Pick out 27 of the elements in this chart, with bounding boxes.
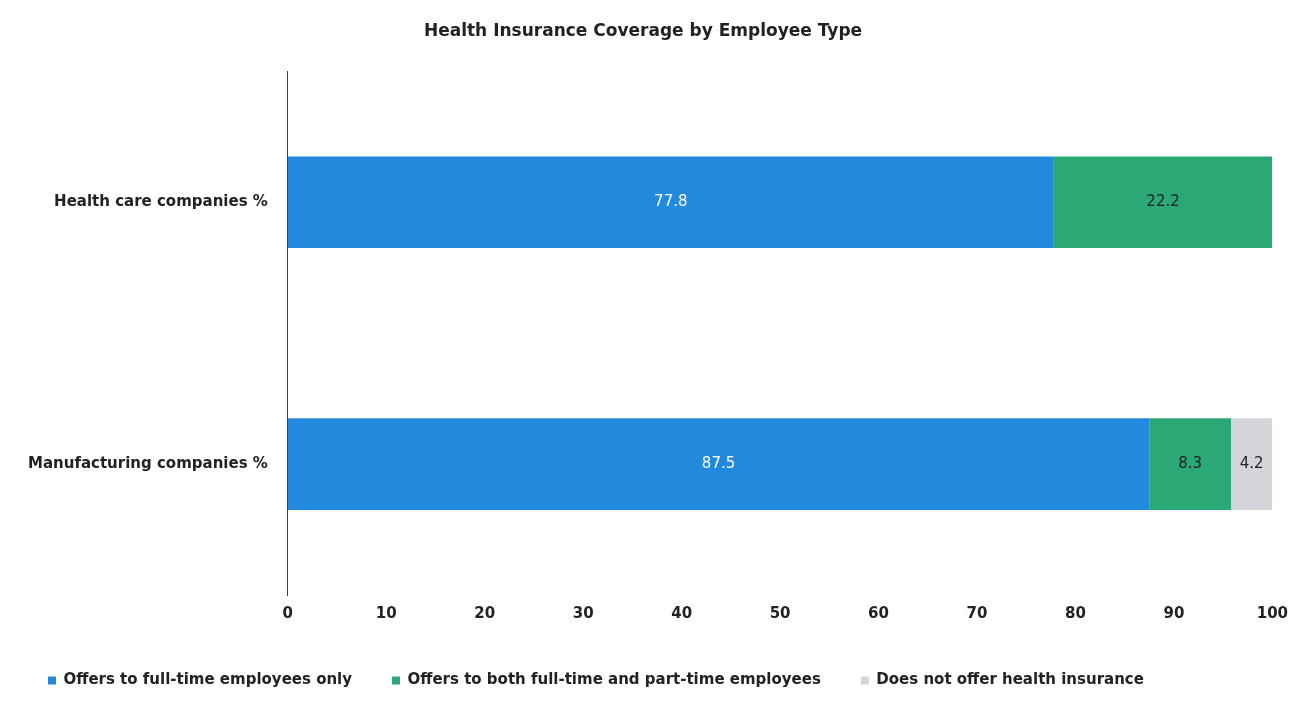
- x-tick-label: 80: [1065, 603, 1086, 622]
- x-tick-label: 60: [868, 603, 889, 622]
- bar: [287, 156, 1054, 249]
- legend-label: Offers to full-time employees only: [63, 670, 353, 689]
- bar: [1230, 418, 1273, 510]
- chart-title: Health Insurance Coverage by Employee Type: [423, 19, 863, 40]
- y-tick-label: Health care companies %: [54, 192, 268, 211]
- x-tick-label: 30: [572, 603, 594, 622]
- data-label: 4.2: [1239, 453, 1264, 472]
- x-tick-label: 0: [282, 603, 294, 622]
- x-tick-label: 10: [375, 603, 397, 622]
- bar: [1149, 418, 1231, 510]
- x-tick-label: 70: [966, 603, 988, 622]
- x-tick-label: 100: [1256, 603, 1288, 622]
- data-label: 87.5: [701, 453, 736, 472]
- bar: [287, 418, 1150, 510]
- data-label: 77.8: [654, 192, 688, 211]
- x-tick-label: 50: [769, 603, 791, 622]
- x-tick-label: 40: [671, 603, 693, 622]
- legend-label: Does not offer health insurance: [876, 670, 1144, 689]
- data-label: 22.2: [1146, 192, 1180, 211]
- x-tick-label: 90: [1163, 603, 1185, 622]
- x-tick-label: 20: [474, 603, 496, 622]
- bar: [1053, 156, 1273, 249]
- data-label: 8.3: [1178, 453, 1203, 472]
- legend-label: Offers to both full-time and part-time employees: [407, 670, 821, 689]
- y-tick-label: Manufacturing companies %: [27, 453, 268, 472]
